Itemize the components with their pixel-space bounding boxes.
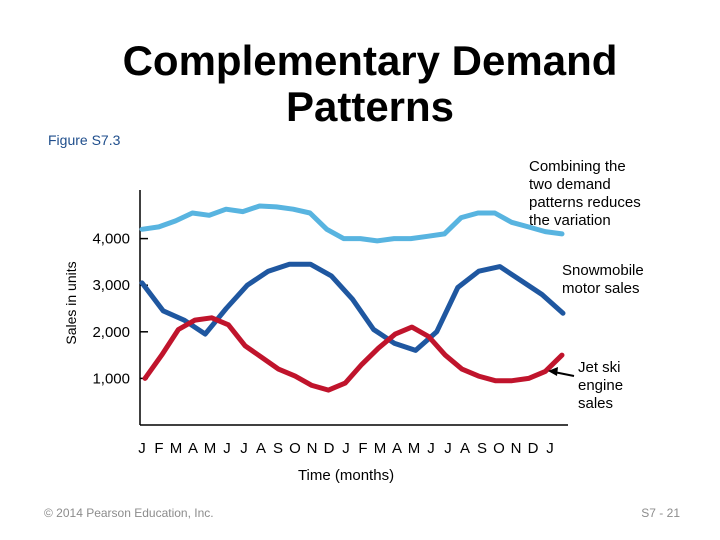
x-tick-label: A: [256, 440, 266, 457]
x-tick-label: J: [546, 440, 554, 457]
x-tick-label: A: [460, 440, 470, 457]
x-tick-label: J: [240, 440, 248, 457]
x-tick-label: O: [493, 440, 505, 457]
annotation-arrowhead: [548, 367, 558, 376]
x-tick-label: N: [307, 440, 318, 457]
x-tick-label: J: [138, 440, 146, 457]
figure-label: Figure S7.3: [48, 132, 121, 148]
x-tick-label: O: [289, 440, 301, 457]
x-tick-label: A: [188, 440, 198, 457]
series-line-combined: [139, 203, 565, 244]
x-tick-label: N: [511, 440, 522, 457]
series-line-snowmobile: [139, 261, 566, 353]
series-line-jetski: [142, 315, 565, 393]
x-tick-label: J: [342, 440, 350, 457]
y-tick-label: 2,000: [92, 324, 130, 341]
x-tick-label: D: [324, 440, 335, 457]
x-axis-title: Time (months): [298, 467, 394, 484]
y-tick-label: 1,000: [92, 370, 130, 387]
annotation-snowmobile: Snowmobile motor sales: [562, 262, 644, 297]
x-tick-label: M: [408, 440, 421, 457]
x-tick-label: A: [392, 440, 402, 457]
y-tick-label: 4,000: [92, 231, 130, 248]
slide-title: Complementary Demand Patterns: [122, 37, 618, 130]
x-tick-label: S: [477, 440, 487, 457]
x-tick-label: J: [427, 440, 435, 457]
x-tick-label: M: [170, 440, 183, 457]
x-tick-label: J: [223, 440, 231, 457]
y-axis-title: Sales in units: [63, 261, 79, 344]
series-layer: [139, 203, 566, 393]
page-number: S7 - 21: [641, 506, 680, 520]
x-tick-label: D: [528, 440, 539, 457]
labels-layer: Combining the two demand patterns reduces t…: [529, 158, 644, 412]
x-tick-label: M: [374, 440, 387, 457]
y-tick-label: 3,000: [92, 277, 130, 294]
annotation-jetski: Jet ski engine sales: [578, 359, 623, 412]
copyright-footer: © 2014 Pearson Education, Inc.: [44, 506, 214, 520]
x-tick-label: F: [154, 440, 163, 457]
x-tick-label: M: [204, 440, 217, 457]
x-tick-label: S: [273, 440, 283, 457]
annotation-combined: Combining the two demand patterns reduces t…: [529, 158, 641, 229]
x-tick-label: F: [358, 440, 367, 457]
x-tick-label: J: [444, 440, 452, 457]
